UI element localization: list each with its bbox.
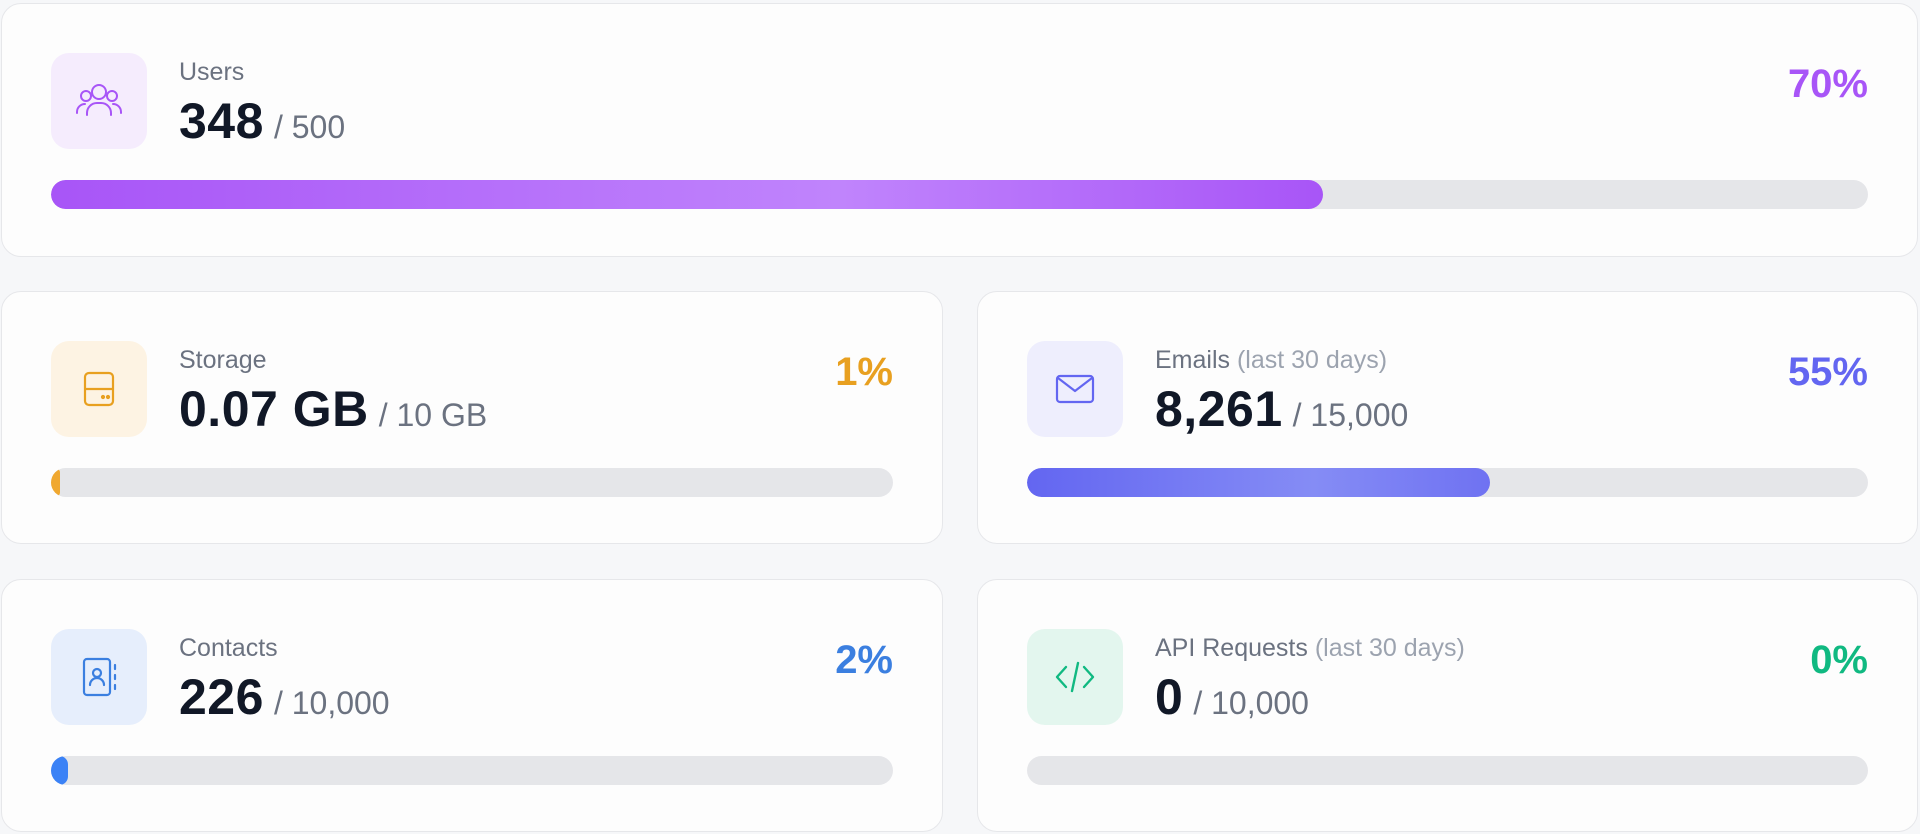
usage-value: 0.07 GB bbox=[179, 381, 369, 437]
card-label: Users bbox=[179, 58, 245, 86]
card-label: Emails (last 30 days) bbox=[1155, 346, 1388, 374]
usage-limit: / 10,000 bbox=[273, 685, 390, 721]
contact-book-icon bbox=[82, 657, 117, 697]
value-line: 8,261 / 15,000 bbox=[1155, 380, 1408, 438]
usage-value: 0 bbox=[1155, 669, 1184, 725]
storage-icon-box bbox=[51, 341, 147, 437]
progress-fill bbox=[51, 180, 1323, 209]
progress-track bbox=[1027, 468, 1868, 497]
card-sublabel: (last 30 days) bbox=[1236, 346, 1388, 374]
value-line: 348 / 500 bbox=[179, 92, 345, 150]
value-line: 226 / 10,000 bbox=[179, 668, 390, 726]
card-label: API Requests (last 30 days) bbox=[1155, 634, 1465, 662]
usage-percent: 2% bbox=[835, 638, 893, 682]
hard-drive-icon bbox=[83, 371, 115, 407]
usage-limit: / 10 GB bbox=[378, 397, 488, 433]
usage-card-users: Users 348 / 500 70% bbox=[1, 3, 1918, 257]
usage-value: 226 bbox=[179, 669, 264, 725]
progress-track bbox=[51, 180, 1868, 209]
card-sublabel: (last 30 days) bbox=[1314, 634, 1465, 662]
usage-limit: / 10,000 bbox=[1193, 685, 1309, 721]
usage-card-contacts: Contacts 226 / 10,000 2% bbox=[1, 579, 943, 832]
usage-limit: / 15,000 bbox=[1292, 397, 1409, 433]
api-icon-box bbox=[1027, 629, 1123, 725]
usage-percent: 0% bbox=[1810, 638, 1868, 682]
mail-icon bbox=[1055, 374, 1095, 404]
usage-percent: 70% bbox=[1787, 62, 1868, 106]
value-line: 0.07 GB / 10 GB bbox=[179, 380, 487, 438]
value-line: 0 / 10,000 bbox=[1155, 668, 1309, 726]
progress-fill bbox=[51, 756, 68, 785]
usage-value: 348 bbox=[179, 93, 264, 149]
usage-card-api-requests: API Requests (last 30 days) 0 / 10,000 0… bbox=[977, 579, 1918, 832]
progress-fill bbox=[1027, 468, 1490, 497]
card-label: Contacts bbox=[179, 634, 278, 662]
progress-track bbox=[51, 468, 893, 497]
progress-fill bbox=[51, 468, 60, 497]
emails-icon-box bbox=[1027, 341, 1123, 437]
contacts-icon-box bbox=[51, 629, 147, 725]
usage-value: 8,261 bbox=[1155, 381, 1283, 437]
users-icon bbox=[76, 84, 122, 116]
usage-card-storage: Storage 0.07 GB / 10 GB 1% bbox=[1, 291, 943, 544]
usage-percent: 1% bbox=[835, 350, 893, 394]
card-label: Storage bbox=[179, 346, 267, 374]
usage-percent: 55% bbox=[1787, 350, 1868, 394]
usage-card-emails: Emails (last 30 days) 8,261 / 15,000 55% bbox=[977, 291, 1918, 544]
progress-track bbox=[51, 756, 893, 785]
users-icon-box bbox=[51, 53, 147, 149]
progress-track bbox=[1027, 756, 1868, 785]
usage-limit: / 500 bbox=[273, 109, 346, 145]
code-icon bbox=[1055, 661, 1095, 693]
